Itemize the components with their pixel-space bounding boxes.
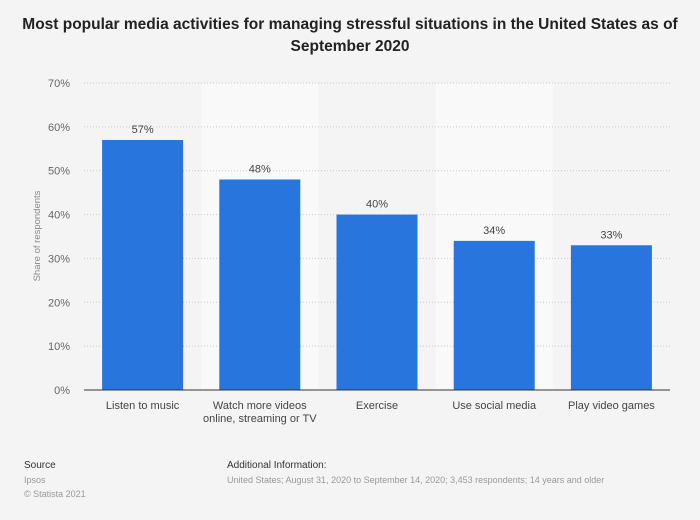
data-label: 57% xyxy=(132,124,154,136)
bar xyxy=(219,179,301,390)
x-tick-label: Watch more videos xyxy=(213,400,307,412)
data-label: 34% xyxy=(483,225,505,237)
data-label: 48% xyxy=(249,163,271,175)
copyright: © Statista 2021 xyxy=(24,489,86,499)
additional-info-block: Additional Information: United States; A… xyxy=(227,459,604,487)
x-tick-label: Exercise xyxy=(356,400,398,412)
data-label: 40% xyxy=(366,199,388,211)
y-tick-label: 20% xyxy=(48,297,70,309)
y-tick-label: 0% xyxy=(54,385,70,397)
y-tick-label: 40% xyxy=(48,210,70,222)
x-tick-label: online, streaming or TV xyxy=(203,413,317,425)
data-label: 33% xyxy=(600,229,622,241)
bar xyxy=(570,245,652,390)
bar-chart: 0% 10% 20% 30% 40% 50% 60% 70% Share of responde… xyxy=(32,78,670,425)
x-tick-label: Play video games xyxy=(568,400,655,412)
source-block: Source Ipsos © Statista 2021 xyxy=(24,459,86,501)
y-tick-label: 10% xyxy=(48,341,70,353)
bar xyxy=(453,240,535,390)
y-tick-label: 70% xyxy=(48,78,70,90)
y-axis-label: Share of respondents xyxy=(32,190,43,281)
source-heading: Source xyxy=(24,460,56,471)
y-tick-label: 50% xyxy=(48,166,70,178)
y-tick-label: 30% xyxy=(48,253,70,265)
x-tick-label: Use social media xyxy=(452,400,537,412)
info-text: United States; August 31, 2020 to Septem… xyxy=(227,475,605,485)
source-text: Ipsos xyxy=(24,475,46,485)
y-tick-label: 60% xyxy=(48,122,70,134)
bar xyxy=(102,140,184,390)
x-tick-label: Listen to music xyxy=(106,400,180,412)
bar xyxy=(336,214,418,390)
chart-title: Most popular media activities for managi… xyxy=(22,16,678,55)
info-heading: Additional Information: xyxy=(227,460,327,471)
